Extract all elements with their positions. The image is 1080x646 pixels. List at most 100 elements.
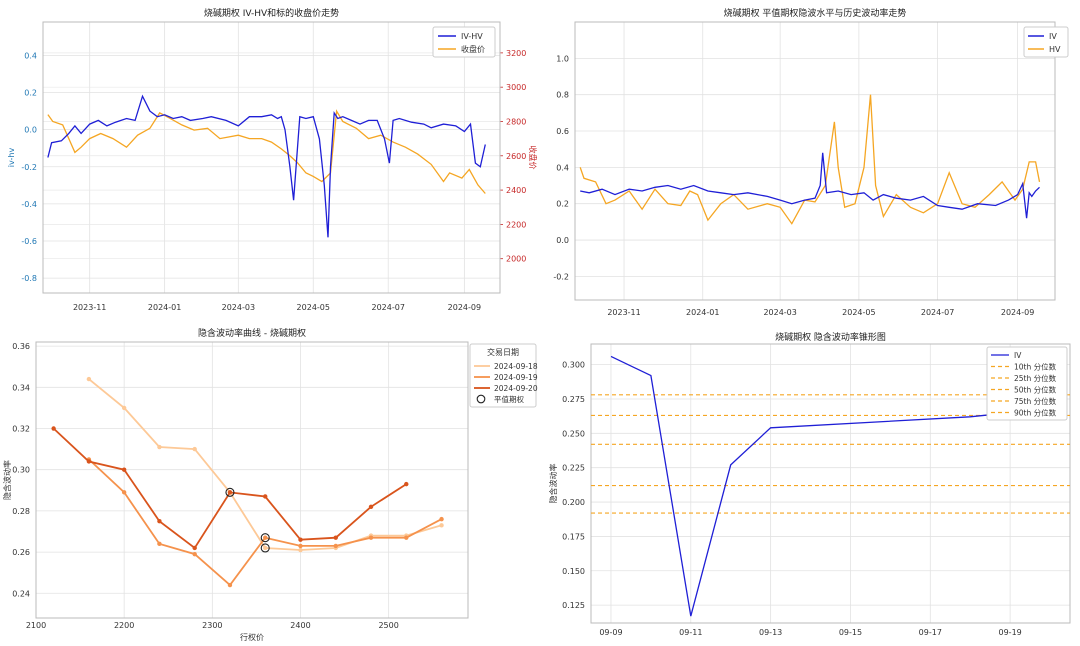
chart4: 09-09 09-11 09-13 09-15 09-17 09-19 0.125 0.150… (548, 331, 1071, 637)
chart4-y-tick-label: 0.275 (562, 395, 585, 404)
chart1-y2-tick-label: 2800 (506, 117, 526, 126)
chart1-y-tick-label: 0.0 (24, 126, 37, 135)
chart3-legend-atm-swatch (476, 394, 486, 404)
chart2-series-iv (580, 152, 1040, 219)
chart4-x-tick-label: 09-09 (599, 628, 622, 637)
chart3-point (157, 541, 162, 547)
chart3-point (51, 426, 56, 431)
chart2-x-tick-label: 2024-01 (686, 308, 719, 317)
chart1-y-tick-label: 0.4 (24, 51, 37, 60)
chart2-x-tick-label: 2024-07 (921, 308, 954, 317)
chart2-x-tick-label: 2023-11 (607, 308, 640, 317)
chart4-legend-label: 10th 分位数 (1014, 362, 1057, 372)
chart1-legend-label: IV-HV (461, 32, 483, 41)
chart3-y-axis-label: 隐含波动率 (2, 460, 12, 500)
chart4-legend-label: 90th 分位数 (1014, 408, 1057, 418)
chart1-x-tick-label: 2024-09 (448, 303, 481, 312)
chart1-series-iv-hv (47, 94, 486, 238)
chart1-y-tick-label: -0.6 (21, 237, 37, 246)
chart3-x-tick-label: 2300 (202, 621, 222, 630)
chart3-legend-label: 2024-09-19 (494, 373, 538, 382)
chart4-x-tick-label: 09-11 (679, 628, 702, 637)
chart4-x-tick-label: 09-17 (919, 628, 942, 637)
chart3-point (404, 535, 409, 540)
chart3-point (298, 537, 303, 542)
chart1-y2-axis-label: 收盘价 (528, 146, 538, 170)
chart2-y-tick-label: 0.6 (556, 127, 569, 136)
chart3-point (192, 446, 197, 452)
chart4-y-tick-label: 0.225 (562, 464, 585, 473)
chart3-y-tick-label: 0.34 (12, 383, 30, 392)
chart3-point (263, 535, 268, 540)
chart3-point (368, 504, 374, 509)
chart4-legend-box (986, 346, 1068, 421)
chart3-y-tick-label: 0.32 (12, 425, 30, 434)
chart2-series-hv (579, 94, 1041, 225)
chart1-x-tick-label: 2023-11 (73, 303, 106, 312)
chart1-y-tick-label: -0.2 (21, 163, 37, 172)
chart3-x-tick-label: 2200 (114, 621, 134, 630)
chart2-y-tick-label: 0.8 (556, 91, 569, 100)
chart3: 2100 2200 2300 2400 2500 0.24 0.26 0.28 0.30 0.32… (2, 327, 538, 642)
chart1-x-tick-label: 2024-07 (371, 303, 404, 312)
chart1-y-tick-label: 0.2 (24, 89, 37, 98)
chart2: 2023-11 2024-01 2024-03 2024-05 2024-07 2024-… (553, 7, 1069, 317)
chart3-point (121, 467, 127, 472)
chart3-point (227, 490, 233, 495)
chart3-x-tick-label: 2500 (378, 621, 398, 630)
chart3-point (157, 518, 162, 524)
chart3-point (333, 535, 338, 540)
chart1-y2-tick-label: 2200 (506, 220, 526, 229)
chart2-x-tick-label: 2024-05 (842, 308, 875, 317)
chart3-point (404, 481, 409, 487)
chart3-legend-title: 交易日期 (487, 347, 519, 357)
chart3-y-tick-label: 0.36 (12, 342, 30, 351)
chart3-point (121, 490, 127, 495)
chart1-y2-tick-label: 2600 (506, 152, 526, 161)
chart4-y-tick-label: 0.200 (562, 498, 585, 507)
chart3-point (263, 494, 268, 499)
chart3-point (298, 543, 303, 549)
chart3-atm-marker (225, 487, 235, 497)
chart2-legend-box (1023, 26, 1069, 58)
chart1-y-axis-label: iv-hv (7, 148, 16, 168)
chart3-legend-label: 2024-09-18 (494, 362, 538, 371)
chart2-x-tick-label: 2024-03 (763, 308, 796, 317)
chart1-legend: IV-HV 收盘价 (432, 26, 496, 58)
chart3-point (227, 582, 233, 588)
chart1-y-tick-label: -0.8 (21, 274, 37, 283)
chart1-x-tick-label: 2024-05 (297, 303, 330, 312)
chart1-y-tick-label: -0.4 (21, 200, 37, 209)
chart2-legend-label: HV (1049, 45, 1061, 54)
chart4-x-tick-label: 09-19 (999, 628, 1022, 637)
chart1-y2-tick-label: 3200 (506, 49, 526, 58)
chart3-point (439, 516, 444, 522)
chart4-legend-label: 75th 分位数 (1014, 396, 1057, 406)
chart4-y-tick-label: 0.250 (562, 429, 585, 438)
chart3-title: 隐含波动率曲线 - 烧碱期权 (198, 327, 306, 339)
chart3-x-tick-label: 2100 (26, 621, 46, 630)
chart3-point (263, 545, 268, 551)
chart4-legend-label: 25th 分位数 (1014, 373, 1057, 383)
chart2-plot-frame (574, 21, 1056, 301)
chart3-point (192, 551, 197, 557)
chart3-point (157, 444, 162, 450)
chart4-x-tick-label: 09-13 (759, 628, 782, 637)
chart3-y-tick-label: 0.28 (12, 507, 30, 516)
chart1-series-close-price (47, 109, 486, 194)
chart4-title: 烧碱期权 隐含波动率锥形图 (775, 331, 886, 343)
chart4-y-axis-label: 隐含波动率 (548, 464, 558, 504)
chart4-x-tick-label: 09-15 (839, 628, 862, 637)
chart3-legend-box (469, 343, 537, 408)
chart3-point (439, 523, 444, 528)
chart1-x-tick-label: 2024-01 (148, 303, 181, 312)
chart2-y-tick-label: 0.4 (556, 163, 569, 172)
chart4-legend-label: IV (1014, 351, 1022, 360)
chart2-y-tick-label: -0.2 (553, 272, 569, 281)
chart4-plot-frame (590, 343, 1071, 624)
chart3-atm-marker (260, 533, 270, 543)
chart3-x-tick-label: 2400 (290, 621, 310, 630)
